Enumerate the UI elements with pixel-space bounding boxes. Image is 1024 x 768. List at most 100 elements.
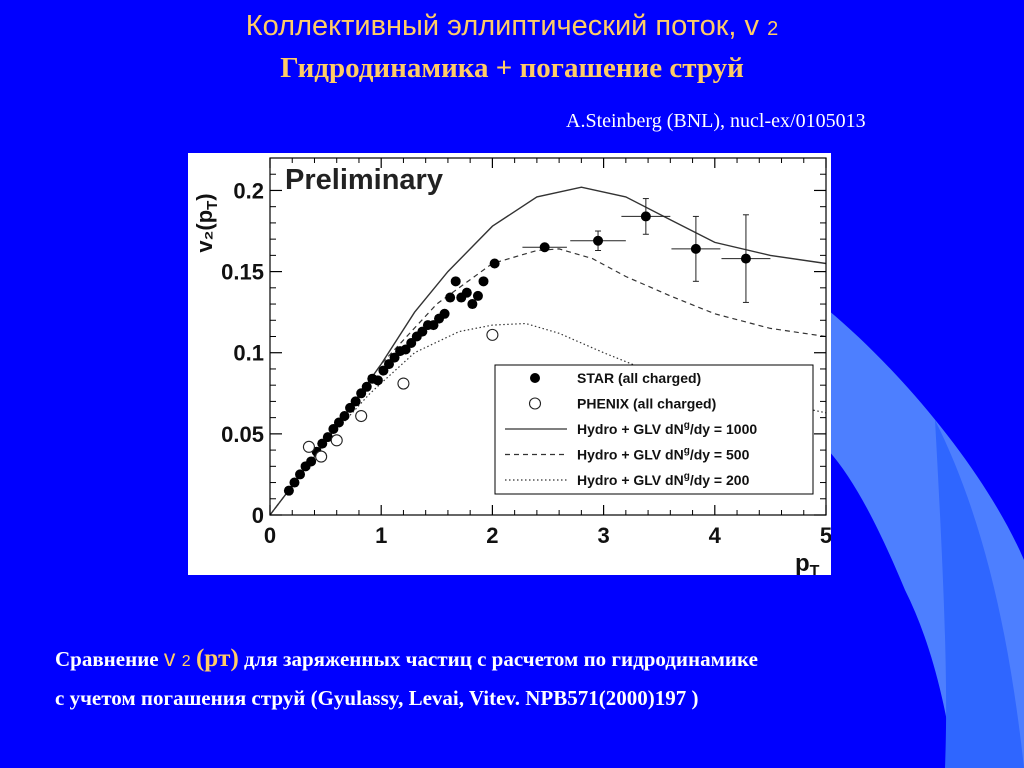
phenix-data-point bbox=[486, 328, 499, 341]
x-tick-label: 5 bbox=[820, 523, 831, 548]
star-data-point bbox=[289, 477, 300, 488]
legend-label-text: PHENIX (all charged) bbox=[577, 396, 716, 412]
star-data-point bbox=[383, 359, 394, 370]
caption-line2: с учетом погашения струй (Gyulassy, Leva… bbox=[55, 686, 699, 710]
star-data-point bbox=[322, 432, 333, 443]
curve-solid bbox=[269, 186, 827, 516]
y-tick-label: 0.15 bbox=[221, 260, 264, 285]
y-axis-label: v₂(pT) bbox=[192, 193, 221, 252]
star-data-point bbox=[472, 290, 483, 301]
phenix-data-point bbox=[302, 440, 315, 453]
y-label-subscript: T bbox=[204, 201, 221, 210]
x-label-text: p bbox=[795, 550, 810, 575]
v2-pt-chart: 0 1 2 3 4 500.050.10.150.2 Preliminary pT v₂(… bbox=[192, 157, 832, 580]
phenix-data-point bbox=[315, 450, 328, 463]
star-data-point bbox=[406, 337, 417, 348]
caption-prefix: Сравнение bbox=[55, 647, 159, 671]
star-data-point bbox=[450, 276, 461, 287]
caption-v: v bbox=[163, 645, 176, 671]
star-data-point bbox=[283, 485, 294, 496]
legend-label-end: /dy = 200 bbox=[690, 472, 750, 488]
star-data-point bbox=[417, 326, 428, 337]
x-label-subscript: T bbox=[810, 563, 820, 575]
legend-label-end: /dy = 500 bbox=[690, 447, 750, 463]
star-data-point bbox=[461, 287, 472, 298]
legend-label: Hydro + GLV dNg/dy = 200 bbox=[577, 471, 750, 488]
legend-label-sup: g bbox=[684, 446, 690, 457]
y-tick-label: 0 bbox=[252, 503, 264, 528]
slide-title-line2: Гидродинамика + погашение струй bbox=[280, 52, 744, 84]
star-data-point bbox=[328, 423, 339, 434]
svg-text:pT: pT bbox=[795, 550, 820, 575]
star-data-point bbox=[333, 417, 344, 428]
star-data-point bbox=[428, 320, 439, 331]
y-tick-label: 0.05 bbox=[221, 422, 264, 447]
phenix-data-point bbox=[397, 377, 410, 390]
caption-v-sub: 2 bbox=[181, 653, 191, 670]
star-data-point bbox=[306, 456, 317, 467]
star-data-point bbox=[467, 299, 478, 310]
phenix-data-point bbox=[330, 434, 343, 447]
star-data-point bbox=[372, 375, 383, 386]
legend-label-text: Hydro + GLV dN bbox=[577, 447, 684, 463]
preliminary-watermark: Preliminary bbox=[285, 164, 443, 196]
svg-text:v₂(pT): v₂(pT) bbox=[192, 193, 221, 252]
star-data-point bbox=[478, 276, 489, 287]
title-main-text: Коллективный эллиптический поток, v bbox=[245, 10, 760, 42]
legend-label: PHENIX (all charged) bbox=[577, 396, 716, 412]
x-axis-label: pT bbox=[795, 550, 820, 580]
legend-marker-open bbox=[528, 397, 542, 410]
star-data-point bbox=[593, 235, 604, 246]
caption-line1: Сравнение v 2 (pт) для заряженных частиц… bbox=[55, 640, 1020, 680]
star-data-point bbox=[539, 242, 550, 253]
legend-label: Hydro + GLV dNg/dy = 1000 bbox=[577, 420, 757, 437]
star-data-point bbox=[489, 258, 500, 269]
star-data-point bbox=[356, 388, 367, 399]
caption-rest: для заряженных частиц с расчетом по гидр… bbox=[244, 647, 758, 671]
y-label-end: ) bbox=[192, 193, 217, 200]
star-data-point bbox=[361, 381, 372, 392]
axis-ticks: 0 1 2 3 4 5 0 0.05 0.1 0.15 0.2 bbox=[221, 158, 832, 548]
legend-label-text: Hydro + GLV dN bbox=[577, 421, 684, 437]
star-data-point bbox=[389, 352, 400, 363]
legend-label-sup: g bbox=[684, 420, 690, 431]
y-tick-label: 0.2 bbox=[233, 178, 264, 203]
reference-citation: A.Steinberg (BNL), nucl-ex/0105013 bbox=[566, 110, 866, 132]
x-tick-label: 1 bbox=[375, 523, 387, 548]
star-data-point bbox=[317, 438, 328, 449]
caption-pt: (pт) bbox=[195, 645, 239, 672]
data-points bbox=[283, 211, 751, 496]
x-tick-label: 2 bbox=[486, 523, 498, 548]
slide-title-line1: Коллективный эллиптический поток, v 2 bbox=[0, 10, 1024, 43]
x-tick-label: 4 bbox=[709, 523, 722, 548]
slide-caption: Сравнение v 2 (pт) для заряженных частиц… bbox=[55, 640, 1020, 716]
chart-panel: 0 1 2 3 4 5 0 0.05 0.1 0.15 0.2 Preliminary pT v₂(… bbox=[188, 153, 832, 580]
x-tick-label: 0 bbox=[264, 523, 276, 548]
chart-legend: STAR (all charged) PHENIX (all charged) Hy… bbox=[494, 364, 814, 495]
legend-label: Hydro + GLV dNg/dy = 500 bbox=[577, 446, 750, 463]
decoration-swoosh-mid bbox=[935, 420, 1024, 768]
star-data-point bbox=[400, 344, 411, 355]
star-data-point bbox=[345, 402, 356, 413]
title-subscript: 2 bbox=[767, 18, 779, 40]
legend-label-text: STAR (all charged) bbox=[577, 370, 701, 386]
star-data-point bbox=[295, 469, 306, 480]
star-data-point bbox=[339, 411, 350, 422]
star-data-point bbox=[445, 292, 456, 303]
star-data-point bbox=[378, 365, 389, 376]
curve-dashed bbox=[269, 248, 827, 516]
legend-label: STAR (all charged) bbox=[577, 370, 701, 386]
x-tick-label: 3 bbox=[597, 523, 609, 548]
star-data-point bbox=[690, 243, 701, 254]
caption-v2: v 2 bbox=[164, 645, 191, 671]
star-data-point bbox=[350, 396, 361, 407]
star-data-point bbox=[439, 308, 450, 319]
star-data-point bbox=[640, 211, 651, 222]
legend-label-text: Hydro + GLV dN bbox=[577, 472, 684, 488]
legend-label-sup: g bbox=[684, 471, 690, 482]
legend-label-end: /dy = 1000 bbox=[690, 421, 758, 437]
y-tick-label: 0.1 bbox=[233, 341, 264, 366]
phenix-data-point bbox=[355, 409, 368, 423]
star-data-point bbox=[740, 253, 751, 264]
